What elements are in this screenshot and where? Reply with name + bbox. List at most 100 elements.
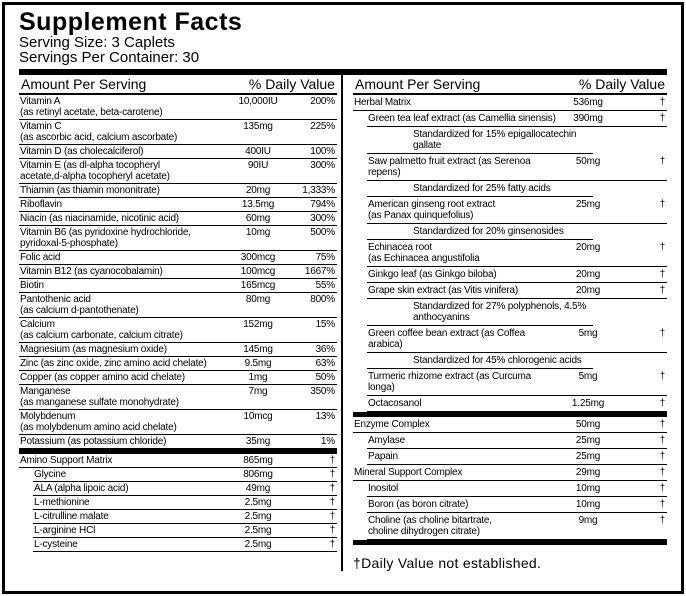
amount: 536mg [573, 97, 603, 108]
name: Thiamin (as thiamin mononitrate) [20, 185, 160, 196]
amount: 100mcg [240, 266, 276, 277]
name: Pantothenic acid [20, 294, 91, 305]
ingredient-row: L-arginine HCl 2.5mg † [33, 524, 337, 538]
nutrient-row: Riboflavin 13.5mg 794% [19, 198, 337, 212]
name: ALA (alpha lipoic acid) [34, 483, 129, 494]
name: Niacin (as niacinamide, nicotinic acid) [20, 213, 179, 224]
amount: 20mg [245, 185, 271, 196]
daily-value: 75% [315, 252, 336, 263]
amount: 10mcg [243, 411, 273, 422]
nutrient-row: Thiamin (as thiamin mononitrate) 20mg 1,33… [19, 184, 337, 198]
name: Biotin [20, 280, 44, 291]
amount: 25mg [575, 199, 601, 210]
header-label: % Daily Value [248, 76, 335, 92]
detail: pyridoxal-5-phosphate) [20, 238, 118, 249]
name: Vitamin B12 (as cyanocobalamin) [20, 266, 163, 277]
nutrient-row: Vitamin A (as retinyl acetate, beta-carot… [19, 95, 337, 120]
daily-value: 63% [315, 358, 336, 369]
header-label: Amount Per Serving [21, 76, 147, 92]
note: Standardized for 27% polyphenols, 4.5% a… [366, 299, 593, 326]
name: Amylase [367, 435, 405, 446]
name: Grape skin extract (as Vitis vinifera) [367, 285, 519, 296]
name-cell: Manganese (as manganese sulfate monohydra… [20, 386, 227, 408]
name-cell: Calcium (as calcium carbonate, calcium ci… [20, 319, 227, 341]
name: Calcium [20, 319, 55, 330]
detail: choline dihydrogen citrate) [367, 526, 480, 537]
detail: (as retinyl acetate, beta-carotene) [20, 107, 163, 118]
detail: (as ascorbic acid, calcium ascorbate) [20, 132, 178, 143]
name: Green coffee bean extract (as Coffea ara… [367, 328, 525, 350]
title: Supplement Facts [19, 8, 243, 36]
amount: 2.5mg [244, 539, 272, 550]
ingredient-row: Glycine 806mg † [33, 468, 337, 482]
name: Vitamin E (as dl-alpha tocopheryl [20, 160, 160, 171]
name-cell: Thiamin (as thiamin mononitrate) [20, 185, 227, 196]
daily-value: 794% [310, 199, 335, 210]
name-cell: Grape skin extract (as Vitis vinifera) [368, 285, 557, 296]
amount: 2.5mg [244, 511, 272, 522]
ingredient-row: Papain 25mg † [366, 449, 667, 465]
daily-value: † [659, 515, 666, 526]
detail: (as Echinacea angustifolia [367, 253, 480, 264]
ingredient-row: Green coffee bean extract (as Coffea ara… [366, 326, 667, 353]
section: Amino Support Matrix 865mg † Glycine 806mg † A… [19, 454, 337, 552]
right-column: Amount Per Serving % Daily Value Herbal Ma… [347, 75, 667, 571]
name: Herbal Matrix [353, 97, 411, 108]
footnote: †Daily Value not established. [352, 555, 542, 571]
name-cell: L-citrulline malate [34, 511, 227, 522]
name-cell: Vitamin A (as retinyl acetate, beta-carot… [20, 96, 227, 118]
name: Inositol [367, 483, 399, 494]
daily-value: 300% [310, 213, 335, 224]
nutrient-row: Vitamin B6 (as pyridoxine hydrochloride,… [19, 226, 337, 251]
name-cell: Vitamin B12 (as cyanocobalamin) [20, 266, 227, 277]
name: L-citrulline malate [34, 511, 109, 522]
nutrient-row: Vitamin E (as dl-alpha tocopheryl acetate… [19, 159, 337, 184]
note: Standardized for 25% fatty acids [366, 181, 593, 197]
name: Papain [367, 451, 398, 462]
name-cell: Boron (as boron citrate) [368, 499, 557, 510]
amount: 20mg [575, 242, 601, 253]
ingredient-row: Saw palmetto fruit extract (as Serenoa r… [366, 154, 667, 181]
ingredient-row: Green tea leaf extract (as Camellia sine… [366, 111, 667, 127]
daily-value: 300% [310, 160, 335, 171]
daily-value: 1667% [304, 266, 335, 277]
section: Enzyme Complex 50mg † Amylase 25mg † Papain 25m… [352, 417, 667, 545]
section: Vitamin A (as retinyl acetate, beta-carot… [19, 95, 337, 454]
left-column: Amount Per Serving % Daily Value Vitamin A… [19, 75, 343, 571]
name: Zinc (as zinc oxide, zinc amino acid che… [20, 358, 207, 369]
amount: 50mg [575, 419, 601, 430]
name-cell: Amino Support Matrix [20, 455, 227, 466]
amount: 2.5mg [244, 497, 272, 508]
name: L-cysteine [34, 539, 78, 550]
daily-value: 50% [315, 372, 336, 383]
name: Echinacea root [367, 242, 432, 253]
nutrient-row: Molybdenum (as molybdenum amino acid chel… [19, 410, 337, 435]
name-cell: L-cysteine [34, 539, 227, 550]
name-cell: Vitamin D (as cholecalciferol) [20, 146, 227, 157]
amount: 80mg [245, 294, 271, 305]
daily-value: 800% [310, 294, 335, 305]
name-cell: Green tea leaf extract (as Camellia sine… [368, 113, 557, 124]
name: Vitamin C [20, 121, 62, 132]
ingredient-row: Choline (as choline bitartrate, choline d… [366, 513, 667, 540]
header: Amount Per Serving % Daily Value [19, 75, 337, 95]
daily-value: † [659, 371, 666, 382]
amount: 300mcg [240, 252, 276, 263]
nutrient-row: Herbal Matrix 536mg † [352, 95, 667, 111]
name-cell: Glycine [34, 469, 227, 480]
nutrient-row: Vitamin C (as ascorbic acid, calcium asco… [19, 120, 337, 145]
amount: 13.5mg [241, 199, 275, 210]
name-cell: ALA (alpha lipoic acid) [34, 483, 227, 494]
name-cell: Vitamin C (as ascorbic acid, calcium asco… [20, 121, 227, 143]
ingredient-row: American ginseng root extract (as Panax q… [366, 197, 667, 224]
amount: 1mg [248, 372, 268, 383]
amount: 60mg [245, 213, 271, 224]
daily-value: † [329, 483, 336, 494]
daily-value: † [659, 269, 666, 280]
ingredient-row: ALA (alpha lipoic acid) 49mg † [33, 482, 337, 496]
daily-value: † [329, 539, 336, 550]
daily-value: † [329, 525, 336, 536]
name-cell: Vitamin B6 (as pyridoxine hydrochloride,… [20, 227, 227, 249]
name-cell: Amylase [368, 435, 557, 446]
name: Enzyme Complex [353, 419, 430, 430]
